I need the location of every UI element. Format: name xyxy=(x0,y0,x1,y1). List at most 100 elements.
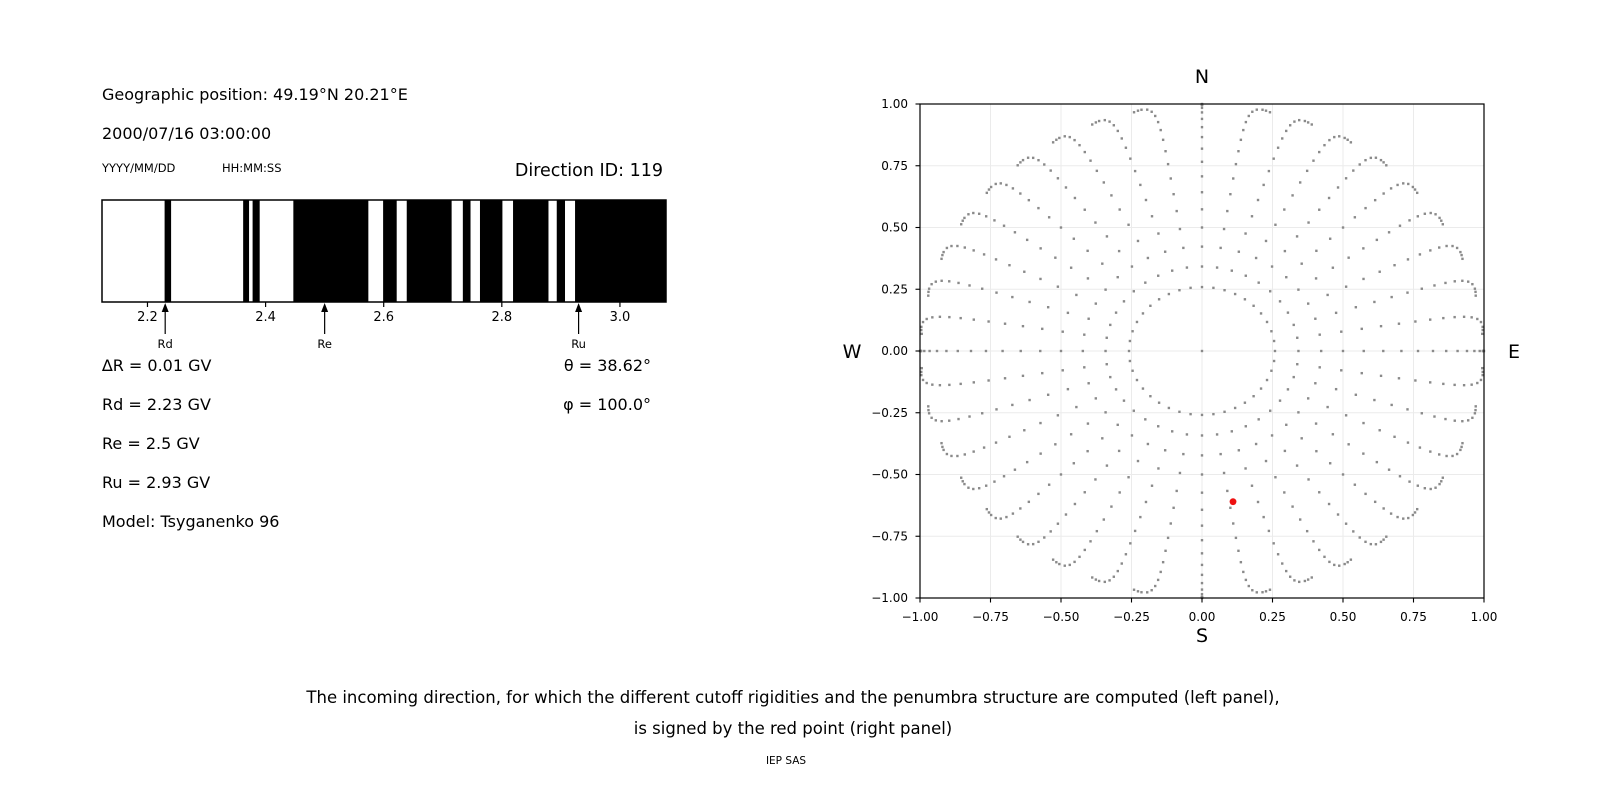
direction-dot xyxy=(1114,311,1118,314)
x-tick-label: −0.50 xyxy=(1043,610,1080,624)
direction-dot xyxy=(1243,298,1247,301)
direction-dot xyxy=(931,316,934,319)
direction-dot xyxy=(948,383,951,387)
direction-dot xyxy=(1003,322,1007,325)
direction-dot xyxy=(1031,156,1035,160)
direction-dot xyxy=(1306,578,1310,581)
direction-dot xyxy=(1264,109,1268,112)
direction-dot xyxy=(1362,421,1365,425)
direction-dot xyxy=(1244,425,1247,428)
y-tick-label: 0.00 xyxy=(881,344,908,358)
direction-dot xyxy=(1307,221,1310,224)
direction-dot xyxy=(1336,186,1340,189)
direction-dot xyxy=(1418,253,1422,256)
direction-dot xyxy=(1146,256,1150,260)
direction-dot xyxy=(1059,349,1063,353)
direction-dot xyxy=(941,445,944,449)
direction-dot xyxy=(1094,302,1098,305)
direction-dot xyxy=(1338,135,1341,138)
direction-dot xyxy=(1102,181,1106,184)
direction-dot xyxy=(1274,476,1277,479)
direction-dot xyxy=(1222,227,1226,231)
direction-dot xyxy=(1445,454,1448,458)
direction-dot xyxy=(1114,388,1118,391)
direction-dot xyxy=(1170,430,1174,433)
direction-dot xyxy=(1200,147,1204,150)
direction-id-text: Direction ID: 119 xyxy=(514,161,663,181)
direction-dot xyxy=(1103,580,1106,584)
direction-dot xyxy=(1466,419,1470,422)
direction-dot xyxy=(985,507,988,511)
direction-dot xyxy=(1237,449,1241,452)
direction-dot xyxy=(1456,349,1459,353)
direction-dot xyxy=(1362,452,1365,455)
direction-dot xyxy=(1298,518,1302,521)
y-tick-label: 0.75 xyxy=(881,159,908,173)
direction-dot xyxy=(994,441,998,444)
direction-dot xyxy=(1108,579,1111,582)
x-tick-label: −0.75 xyxy=(972,610,1009,624)
direction-dot xyxy=(925,381,928,385)
direction-dot xyxy=(1340,369,1343,372)
direction-dot xyxy=(1406,441,1410,444)
direction-dot xyxy=(1264,459,1268,463)
direction-dot xyxy=(919,349,923,353)
direction-dot xyxy=(1086,422,1090,425)
direction-dot xyxy=(1293,120,1296,123)
direction-dot xyxy=(1066,311,1070,315)
direction-dot xyxy=(1166,536,1170,540)
direction-dot xyxy=(1135,378,1139,382)
direction-dot xyxy=(1109,375,1112,379)
direction-dot xyxy=(1087,317,1090,320)
direction-dot xyxy=(1295,235,1299,238)
direction-dot xyxy=(938,315,942,319)
direction-dot xyxy=(1481,370,1484,374)
direction-dot xyxy=(1200,117,1204,121)
direction-dot xyxy=(1178,227,1182,231)
direction-dot xyxy=(1056,414,1060,417)
direction-dot xyxy=(963,216,966,220)
direction-dot xyxy=(1063,564,1066,567)
direction-dot xyxy=(1349,141,1353,144)
direction-dot xyxy=(1474,294,1477,297)
direction-dot xyxy=(1360,327,1363,331)
direction-dot xyxy=(1230,430,1234,433)
direction-dot xyxy=(1270,369,1273,372)
direction-dot xyxy=(1402,517,1405,520)
direction-dot xyxy=(1136,239,1140,243)
direction-dot xyxy=(1047,483,1051,486)
direction-dot xyxy=(1364,158,1367,162)
direction-dot xyxy=(1058,562,1061,566)
direction-dot xyxy=(972,211,975,215)
direction-dot xyxy=(963,453,966,456)
direction-dot xyxy=(1369,542,1373,546)
direction-dot xyxy=(1254,256,1258,260)
direction-dot xyxy=(1265,378,1269,382)
direction-dot xyxy=(1105,336,1108,339)
direction-dot xyxy=(1112,575,1116,578)
direction-dot xyxy=(1362,277,1365,281)
direction-dot xyxy=(1429,318,1432,321)
direction-dot xyxy=(1039,277,1042,281)
direction-dot xyxy=(1234,536,1238,540)
direction-dot xyxy=(1374,543,1378,546)
direction-dot-center xyxy=(1200,349,1204,353)
direction-dot xyxy=(1086,449,1089,453)
direction-dot xyxy=(1459,448,1462,452)
direction-dot xyxy=(1438,216,1441,220)
direction-dot xyxy=(1328,138,1331,142)
direction-dot xyxy=(1283,491,1286,494)
direction-dot xyxy=(1011,512,1015,515)
direction-dot xyxy=(1200,226,1204,229)
direction-dot xyxy=(1161,560,1165,564)
penumbra-bar xyxy=(383,200,397,302)
direction-dot xyxy=(1233,406,1237,410)
direction-dot xyxy=(1016,535,1019,538)
direction-dot xyxy=(1161,138,1165,142)
direction-dot xyxy=(1326,293,1329,297)
direction-dot xyxy=(1398,224,1402,227)
direction-dot xyxy=(1461,419,1464,423)
direction-dot xyxy=(1132,588,1136,591)
direction-dot xyxy=(1091,123,1094,126)
direction-dot xyxy=(1459,250,1462,254)
